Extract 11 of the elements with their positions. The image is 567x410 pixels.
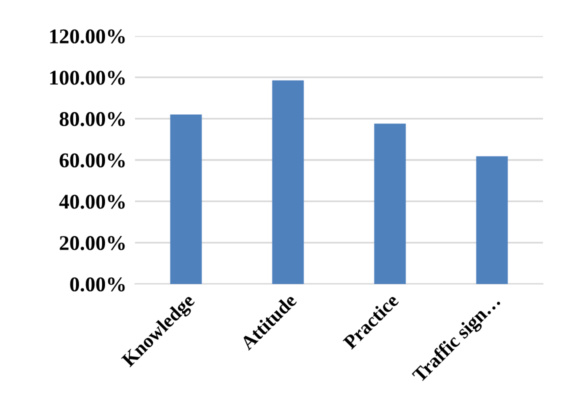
y-tick-label: 120.00%: [50, 29, 125, 44]
bar: [272, 80, 304, 284]
bar: [374, 124, 406, 284]
y-tick-label: 0.00%: [70, 277, 125, 292]
bar: [170, 114, 202, 284]
y-tick-label: 60.00%: [60, 153, 125, 168]
y-tick-label: 40.00%: [59, 194, 125, 209]
y-tick-label: 80.00%: [60, 112, 125, 126]
bar: [476, 156, 508, 284]
y-tick-label: 20.00%: [60, 236, 125, 250]
y-tick-label: 100.00%: [50, 70, 125, 85]
